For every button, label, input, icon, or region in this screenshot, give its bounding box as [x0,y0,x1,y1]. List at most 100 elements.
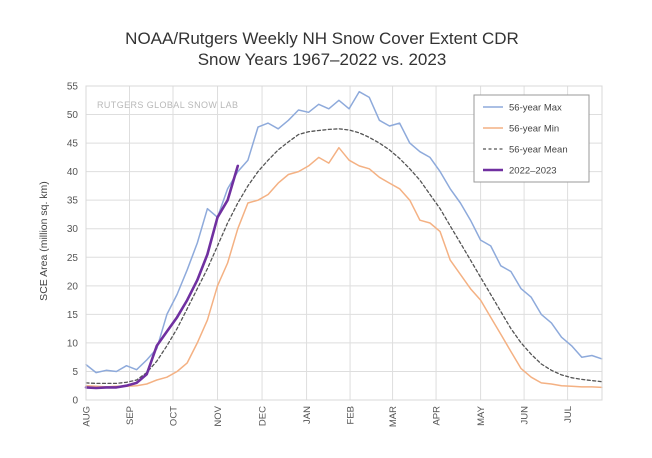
data-point [156,379,158,381]
data-point [409,168,411,170]
data-point [298,134,300,136]
data-point [136,382,138,384]
data-point [429,157,431,159]
data-point [480,276,482,278]
data-point [328,129,330,131]
data-point [227,188,229,190]
data-point [429,222,431,224]
data-point [591,386,593,388]
data-point [439,208,441,210]
series-line-3 [84,164,240,390]
data-point [449,225,451,227]
data-point [217,245,219,247]
data-point [399,158,401,160]
data-point [358,91,360,93]
data-point [146,373,148,375]
legend-label: 56-year Mean [509,145,568,156]
data-point [105,387,107,389]
x-month-label: APR [432,406,443,426]
legend-label: 2022–2023 [509,166,557,177]
y-tick-label: 40 [67,167,79,178]
data-point [470,219,472,221]
x-month-label: NOV [213,405,224,426]
data-point [540,363,542,365]
data-point [95,383,97,385]
data-point [581,386,583,388]
x-month-label: MAR [388,406,399,427]
x-month-label: JUL [563,406,574,423]
data-point [530,296,532,298]
y-tick-label: 5 [72,367,78,378]
data-point [126,385,128,387]
data-point [571,377,573,379]
x-month-label: FEB [346,406,357,424]
data-point [237,228,239,230]
data-point [338,128,340,130]
data-point [166,331,168,333]
data-point [176,316,178,318]
data-point [460,274,462,276]
x-month-label: AUG [82,406,93,427]
data-point [308,131,310,133]
data-point [510,271,512,273]
data-point [460,202,462,204]
data-point [95,372,97,374]
data-point [196,288,198,290]
data-point [561,336,563,338]
data-point [419,219,421,221]
data-point [196,242,198,244]
series-lines [84,90,603,390]
data-point [105,369,107,371]
data-point [530,353,532,355]
data-point [186,362,188,364]
data-point [490,294,492,296]
data-point [338,99,340,101]
data-point [419,151,421,153]
data-point [207,254,209,256]
data-point [105,383,107,385]
data-point [318,103,320,105]
data-point [460,242,462,244]
data-point [288,141,290,143]
data-point [470,288,472,290]
data-point [156,345,158,347]
data-point [439,171,441,173]
data-point [328,108,330,110]
data-point [156,360,158,362]
data-point [277,182,279,184]
watermark: RUTGERS GLOBAL SNOW LAB [97,100,238,110]
data-point [247,185,249,187]
data-point [136,369,138,371]
y-tick-label: 10 [67,338,79,349]
data-point [490,316,492,318]
y-tick-label: 25 [67,253,79,264]
data-point [237,165,239,167]
data-point [166,314,168,316]
legend-box [473,94,590,183]
data-point [257,199,259,201]
data-point [551,322,553,324]
data-point [358,165,360,167]
data-point [409,142,411,144]
data-point [379,142,381,144]
data-point [510,351,512,353]
data-point [358,132,360,134]
data-point [520,368,522,370]
data-point [257,126,259,128]
data-point [368,168,370,170]
data-point [146,383,148,385]
data-point [571,345,573,347]
legend: 56-year Max 56-year Min 56-year Mean 2022–2… [473,94,590,183]
data-point [389,125,391,127]
data-point [328,162,330,164]
data-point [166,345,168,347]
data-point [581,379,583,381]
data-point [449,188,451,190]
chart-subtitle: Snow Years 1967–2022 vs. 2023 [198,50,447,69]
data-point [247,159,249,161]
data-point [277,149,279,151]
data-point [439,231,441,233]
data-point [288,174,290,176]
data-point [308,111,310,113]
